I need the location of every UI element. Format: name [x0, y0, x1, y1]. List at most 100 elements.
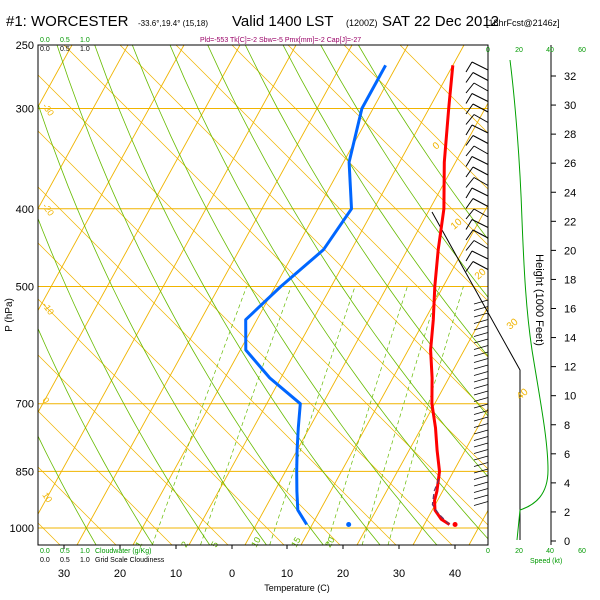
pressure-tick-label: 400	[16, 204, 34, 216]
dry-adiabat	[320, 45, 488, 298]
wind-barb-flag	[465, 219, 473, 230]
dry-adiabat	[244, 45, 488, 417]
utc-time: (1200Z)	[346, 18, 378, 28]
mixing-ratio-label: 20	[323, 535, 337, 549]
wind-barb-flag	[465, 82, 475, 94]
wind-barb-low	[473, 377, 489, 383]
surface-dewpoint-marker	[346, 521, 352, 527]
reference-line	[119, 45, 488, 414]
height-tick-label: 28	[564, 129, 576, 141]
wind-barb-low	[473, 306, 489, 311]
wind-barb-low	[473, 429, 489, 435]
height-tick-label: 2	[564, 507, 570, 519]
height-tick-label: 24	[564, 187, 576, 199]
dewpoint-line	[244, 64, 387, 526]
wind-barb	[473, 82, 489, 92]
temperature-tick-label: 20	[337, 568, 349, 580]
wind-barb-low	[473, 299, 489, 305]
wind-barb-flag	[465, 261, 474, 272]
wind-barb	[472, 103, 489, 113]
wind-barb-low	[473, 325, 489, 331]
wind-barb-low	[473, 384, 489, 389]
mixing-ratio-label: 5	[209, 540, 220, 549]
height-tick-label: 10	[564, 391, 576, 403]
wind-barb-low	[473, 345, 489, 350]
wind-barb-low	[473, 475, 489, 480]
speed-tick-bottom: 0	[486, 548, 490, 555]
wind-barb-flag	[465, 145, 475, 157]
dry-adiabat	[38, 102, 267, 545]
parcel-path	[431, 475, 450, 525]
wind-barb	[473, 208, 489, 218]
valid-time: Valid 1400 LST	[232, 13, 333, 30]
wind-barb-low	[473, 351, 489, 357]
isotherm-line	[38, 45, 297, 516]
x-axis-title: Temperature (C)	[264, 583, 330, 593]
wind-barb-flag	[465, 72, 474, 83]
mixing-ratio-line	[151, 286, 247, 545]
wind-barb-low	[473, 390, 489, 396]
wind-barb	[472, 198, 489, 207]
reference-line	[38, 410, 173, 545]
reference-line	[63, 45, 488, 470]
isotherm-line	[244, 102, 488, 545]
isotherm-line	[188, 45, 465, 545]
height-tick-label: 12	[564, 362, 576, 374]
wind-barb	[473, 240, 489, 249]
reference-line	[38, 186, 397, 545]
cloudiness-tick-top: 0.0	[40, 46, 50, 53]
pressure-tick-label: 300	[16, 104, 34, 116]
dry-adiabat	[358, 45, 488, 240]
height-tick-label: 22	[564, 216, 576, 228]
isotherm-line	[38, 45, 185, 312]
wind-barb-low	[473, 338, 489, 344]
wind-barb	[471, 250, 489, 260]
wind-barb-low	[473, 397, 489, 402]
wind-barb	[472, 135, 489, 144]
background-grid	[38, 45, 488, 545]
cloud-tick-bottom: 0.0	[40, 548, 50, 555]
forecast-text: [18hrFcst@2146z]	[486, 18, 560, 28]
wind-barb-low	[473, 442, 489, 448]
cloud-tick-bottom: 0.5	[60, 548, 70, 555]
wind-barb-low	[473, 332, 489, 337]
mixing-ratio-label: 10	[249, 535, 263, 549]
dry-adiabat	[282, 45, 488, 357]
wind-barb-flag	[465, 240, 475, 251]
wind-barb	[473, 114, 489, 123]
speed-tick-bottom: 40	[546, 548, 554, 555]
wind-barb-flag	[465, 156, 473, 167]
isotherm-line	[76, 45, 353, 545]
dry-adiabat	[56, 45, 324, 545]
dry-adiabat	[169, 45, 488, 540]
reference-line	[38, 242, 341, 545]
wind-barb-low	[473, 488, 489, 493]
height-tick-label: 32	[564, 71, 576, 83]
height-tick-label: 6	[564, 449, 570, 461]
date-text: SAT 22 Dec 2012	[382, 13, 499, 30]
wind-barb-flag	[465, 61, 473, 73]
cloudiness-label: Grid Scale Cloudiness	[95, 557, 165, 564]
height-tick-label: 16	[564, 304, 576, 316]
height-tick-label: 8	[564, 420, 570, 432]
speed-tick-top: 60	[578, 47, 586, 54]
wind-barb	[471, 156, 489, 165]
wind-barb-low	[473, 501, 489, 506]
mixing-ratio-line	[200, 286, 292, 545]
wind-barb	[471, 124, 489, 134]
cloudiness-tick-top: 0.5	[60, 46, 70, 53]
height-tick-label: 0	[564, 536, 570, 548]
cloudiness-tick-bottom: 0.5	[60, 557, 70, 564]
wind-barb-flag	[465, 124, 473, 136]
cloudiness-tick-bottom: 0.0	[40, 557, 50, 564]
cloudwater-label: Cloudwater (g/Kg)	[95, 548, 151, 555]
barb-envelope	[431, 211, 521, 540]
sounding-lines	[244, 64, 458, 527]
pressure-tick-label: 850	[16, 466, 34, 478]
dry-adiabat-label: 0	[431, 140, 443, 152]
speed-tick-bottom: 60	[578, 548, 586, 555]
svg-text:#1: WORCESTER: #1: WORCESTER	[6, 13, 129, 30]
height-tick-label: 30	[564, 100, 576, 112]
indices-text: Pld=-553 Tk[C]=-2 Sbw=-5 Pmx[mm]=-2 Cap[…	[200, 37, 361, 44]
